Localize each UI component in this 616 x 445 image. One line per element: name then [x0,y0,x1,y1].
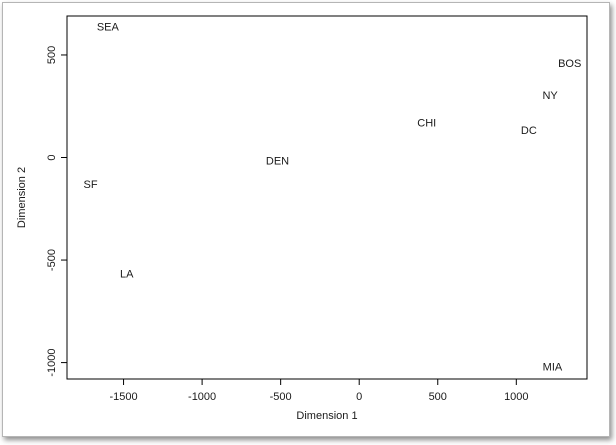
point-label-den: DEN [266,156,289,168]
point-label-dc: DC [521,125,537,137]
x-tick-label: 1000 [504,391,528,403]
x-tick-label: -1500 [109,391,137,403]
x-tick-label: -500 [270,391,292,403]
point-label-bos: BOS [558,58,581,70]
point-label-sf: SF [84,179,98,191]
y-tick-label: 500 [46,46,58,64]
y-tick-label: -500 [46,249,58,271]
y-axis: -1000 -500 0 500 [46,46,68,377]
x-tick-label: -1000 [188,391,216,403]
y-tick-label: 0 [46,154,58,160]
point-label-mia: MIA [543,362,563,374]
chart-frame: -1500 -1000 -500 0 500 1000 -1000 -500 0 500 SEA… [2,2,610,437]
y-axis-title: Dimension 2 [16,167,28,228]
point-label-sea: SEA [97,21,120,33]
x-tick-label: 0 [356,391,362,403]
data-points: SEA BOS NY CHI DC DEN SF LA MIA [84,21,582,373]
y-tick-label: -1000 [46,349,58,377]
point-label-la: LA [120,268,134,280]
scatter-chart: -1500 -1000 -500 0 500 1000 -1000 -500 0 500 SEA… [16,15,588,422]
x-tick-label: 500 [429,391,447,403]
x-axis: -1500 -1000 -500 0 500 1000 [109,378,529,403]
point-label-ny: NY [542,90,558,102]
x-axis-title: Dimension 1 [296,410,357,422]
point-label-chi: CHI [417,118,436,130]
plot-area [66,15,588,380]
